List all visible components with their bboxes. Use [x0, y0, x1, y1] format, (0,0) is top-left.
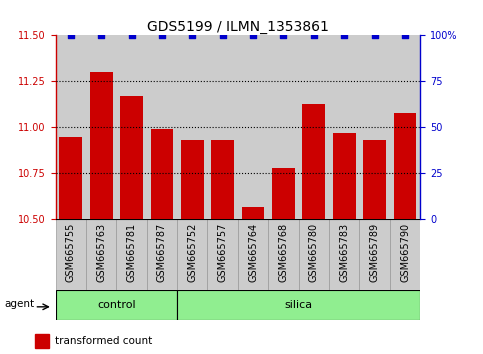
- Bar: [208, 219, 238, 290]
- Bar: [147, 219, 177, 290]
- Bar: [329, 35, 359, 219]
- Text: silica: silica: [284, 300, 313, 310]
- Text: GSM665768: GSM665768: [279, 223, 288, 282]
- Text: GSM665780: GSM665780: [309, 223, 319, 282]
- Bar: [211, 140, 234, 219]
- Point: [249, 33, 257, 38]
- Bar: [177, 219, 208, 290]
- Bar: [394, 113, 416, 219]
- Bar: [56, 290, 177, 320]
- Bar: [390, 35, 420, 219]
- Bar: [268, 219, 298, 290]
- Bar: [56, 219, 86, 290]
- Text: GSM665783: GSM665783: [339, 223, 349, 282]
- Bar: [359, 35, 390, 219]
- Bar: [298, 219, 329, 290]
- Text: agent: agent: [4, 299, 35, 309]
- Bar: [177, 290, 420, 320]
- Bar: [238, 35, 268, 219]
- Bar: [298, 35, 329, 219]
- Bar: [242, 207, 265, 219]
- Bar: [35, 334, 49, 348]
- Bar: [390, 219, 420, 290]
- Point: [188, 33, 196, 38]
- Text: GSM665789: GSM665789: [369, 223, 380, 282]
- Bar: [120, 96, 143, 219]
- Bar: [333, 133, 355, 219]
- Text: GSM665757: GSM665757: [218, 223, 227, 282]
- Text: transformed count: transformed count: [55, 336, 152, 346]
- Bar: [116, 219, 147, 290]
- Text: GSM665752: GSM665752: [187, 223, 197, 282]
- Bar: [272, 168, 295, 219]
- Bar: [116, 35, 147, 219]
- Point: [401, 33, 409, 38]
- Bar: [90, 72, 113, 219]
- Point: [158, 33, 166, 38]
- Bar: [268, 35, 298, 219]
- Text: GSM665787: GSM665787: [157, 223, 167, 282]
- Bar: [56, 35, 86, 219]
- Bar: [86, 219, 116, 290]
- Text: GSM665763: GSM665763: [96, 223, 106, 282]
- Bar: [86, 35, 116, 219]
- Bar: [238, 219, 268, 290]
- Bar: [181, 140, 204, 219]
- Bar: [151, 129, 173, 219]
- Text: control: control: [97, 300, 136, 310]
- Point: [280, 33, 287, 38]
- Bar: [329, 219, 359, 290]
- Text: GSM665755: GSM665755: [66, 223, 76, 282]
- Text: GSM665781: GSM665781: [127, 223, 137, 282]
- Bar: [363, 140, 386, 219]
- Bar: [147, 35, 177, 219]
- Bar: [359, 219, 390, 290]
- Point: [67, 33, 74, 38]
- Bar: [208, 35, 238, 219]
- Title: GDS5199 / ILMN_1353861: GDS5199 / ILMN_1353861: [147, 21, 329, 34]
- Point: [219, 33, 227, 38]
- Point: [341, 33, 348, 38]
- Bar: [59, 137, 82, 219]
- Point: [97, 33, 105, 38]
- Point: [128, 33, 135, 38]
- Text: GSM665790: GSM665790: [400, 223, 410, 282]
- Bar: [302, 103, 325, 219]
- Bar: [177, 35, 208, 219]
- Text: GSM665764: GSM665764: [248, 223, 258, 282]
- Point: [310, 33, 318, 38]
- Point: [371, 33, 379, 38]
